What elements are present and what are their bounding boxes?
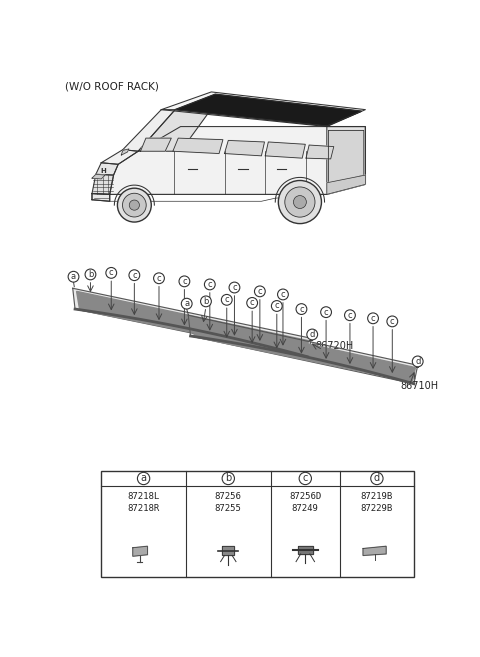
Text: 87256
87255: 87256 87255 [215,492,242,513]
Polygon shape [188,315,418,384]
Circle shape [129,270,140,281]
Text: c: c [302,474,308,484]
Polygon shape [222,546,234,555]
Circle shape [299,472,312,485]
Circle shape [296,304,307,315]
Polygon shape [327,175,365,194]
Text: b: b [203,297,209,306]
Circle shape [254,286,265,297]
Circle shape [371,472,383,485]
Polygon shape [161,92,365,127]
Text: c: c [132,271,137,280]
Polygon shape [363,546,386,555]
Polygon shape [92,174,114,194]
Text: c: c [182,277,187,286]
Polygon shape [92,127,365,201]
Circle shape [278,181,322,223]
Circle shape [412,356,423,367]
Polygon shape [133,546,147,556]
Text: (W/O ROOF RACK): (W/O ROOF RACK) [65,82,159,92]
Text: a: a [141,474,146,484]
Circle shape [68,271,79,282]
Circle shape [277,289,288,300]
Polygon shape [306,145,334,159]
Text: d: d [310,330,315,339]
Circle shape [204,279,215,290]
Text: c: c [275,302,279,311]
Text: d: d [415,357,420,366]
Polygon shape [328,131,364,185]
Polygon shape [101,150,138,164]
Polygon shape [298,546,313,554]
Text: c: c [207,280,212,289]
Polygon shape [265,142,305,158]
Circle shape [137,472,150,485]
Circle shape [154,273,164,284]
Polygon shape [225,141,264,156]
Circle shape [307,329,318,340]
Circle shape [129,200,139,210]
Circle shape [106,267,117,279]
Polygon shape [77,291,308,355]
Text: b: b [225,474,231,484]
Polygon shape [96,163,118,175]
Polygon shape [73,288,312,357]
Polygon shape [141,138,171,151]
Text: c: c [250,298,254,307]
Circle shape [201,296,211,307]
Text: a: a [184,299,189,308]
Text: 86710H: 86710H [400,381,438,391]
Circle shape [321,307,332,317]
Circle shape [247,298,258,308]
Polygon shape [192,318,415,382]
Text: d: d [374,474,380,484]
Circle shape [179,276,190,286]
Text: c: c [258,287,262,296]
Text: H: H [100,168,106,174]
Circle shape [271,301,282,311]
Circle shape [221,294,232,306]
Text: c: c [281,290,285,299]
Text: c: c [348,311,352,320]
Text: a: a [71,272,76,281]
Text: 87219B
87229B: 87219B 87229B [361,492,393,513]
Text: 87256D
87249: 87256D 87249 [289,492,322,513]
Text: b: b [88,270,93,279]
Circle shape [285,187,315,217]
Text: c: c [156,274,161,283]
Circle shape [85,269,96,280]
Circle shape [118,188,151,222]
Polygon shape [123,110,175,151]
Polygon shape [121,149,129,155]
Bar [101,471,414,577]
Text: c: c [371,314,375,323]
Polygon shape [173,138,223,154]
Text: c: c [232,283,237,292]
Text: c: c [109,268,114,277]
Circle shape [229,282,240,293]
Text: c: c [299,305,304,313]
Circle shape [387,316,398,327]
Circle shape [222,472,234,485]
Polygon shape [92,194,110,201]
Text: c: c [390,317,395,326]
Polygon shape [175,94,361,125]
Polygon shape [327,127,365,194]
Text: 86720H: 86720H [315,341,354,351]
Circle shape [181,298,192,309]
Text: c: c [324,307,328,317]
Polygon shape [138,109,211,151]
Polygon shape [92,174,105,179]
Circle shape [368,313,378,324]
Text: 87218L
87218R: 87218L 87218R [128,492,160,513]
Text: c: c [225,296,229,304]
Circle shape [345,310,355,321]
Circle shape [293,196,306,208]
Circle shape [122,193,146,217]
